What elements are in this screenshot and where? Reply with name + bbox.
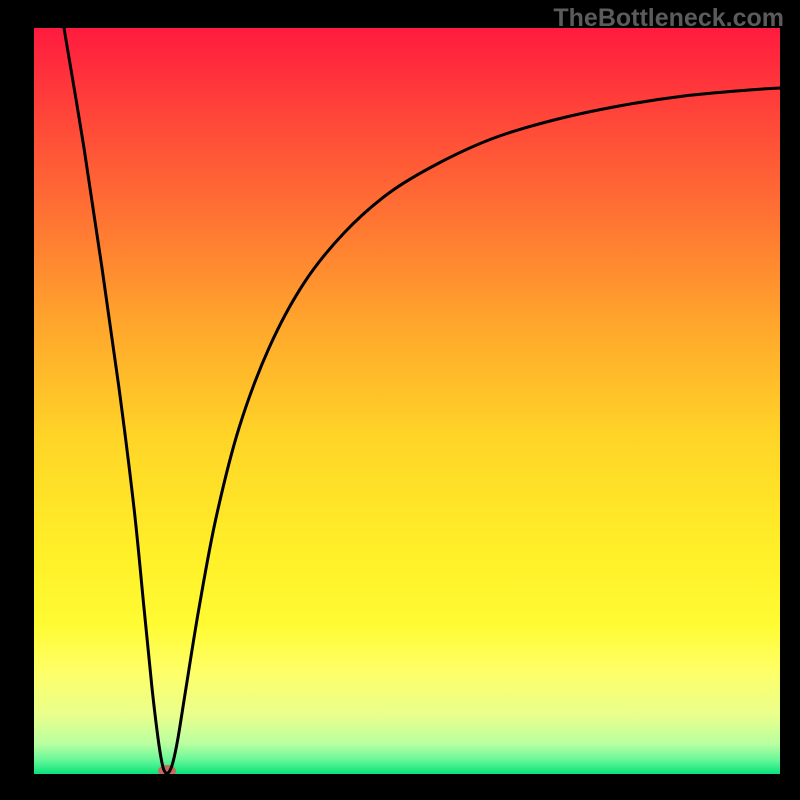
bottleneck-curve <box>64 28 780 773</box>
watermark-text: TheBottleneck.com <box>553 4 784 33</box>
plot-area <box>34 28 780 774</box>
curve-layer <box>34 28 780 774</box>
chart-container: TheBottleneck.com <box>0 0 800 800</box>
